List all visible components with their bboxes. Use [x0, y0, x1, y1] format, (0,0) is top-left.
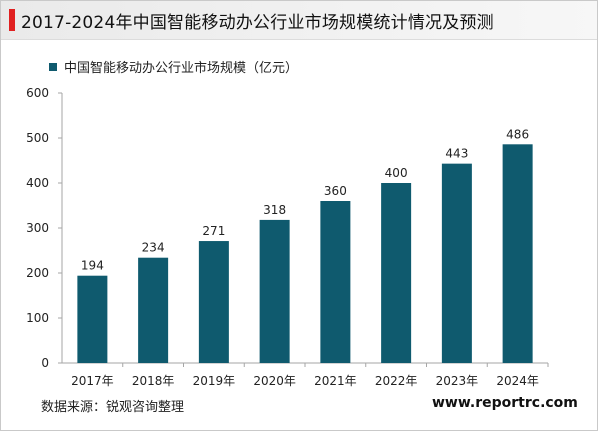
x-tick-label: 2024年 [496, 374, 539, 388]
y-tick-label: 0 [41, 356, 49, 370]
title-bar: 2017-2024年中国智能移动办公行业市场规模统计情况及预测 [1, 1, 597, 40]
bar-value-label: 271 [202, 224, 225, 238]
bar [441, 163, 472, 363]
y-tick-label: 400 [26, 176, 49, 190]
bar [198, 241, 229, 363]
y-tick-label: 500 [26, 131, 49, 145]
website-link[interactable]: www.reportrc.com [432, 395, 578, 411]
y-tick-label: 600 [26, 86, 49, 100]
x-tick-label: 2022年 [375, 374, 418, 388]
x-tick-label: 2020年 [253, 374, 296, 388]
bar-value-label: 400 [385, 166, 408, 180]
y-tick-label: 300 [26, 221, 49, 235]
bar [138, 257, 169, 363]
bar-value-label: 360 [324, 184, 347, 198]
x-tick-label: 2021年 [314, 374, 357, 388]
x-tick-label: 2023年 [436, 374, 479, 388]
x-tick-label: 2019年 [193, 374, 236, 388]
bar-value-label: 234 [142, 241, 165, 255]
bar [502, 144, 533, 363]
bar-value-label: 443 [445, 147, 468, 161]
bar [259, 219, 290, 363]
x-tick-label: 2017年 [71, 374, 114, 388]
legend-swatch [49, 62, 57, 71]
y-tick-label: 100 [26, 311, 49, 325]
x-tick-label: 2018年 [132, 374, 175, 388]
bar [77, 275, 108, 363]
bar-value-label: 486 [506, 127, 529, 141]
title-accent [9, 9, 15, 31]
bar-value-label: 194 [81, 259, 104, 273]
legend: 中国智能移动办公行业市场规模（亿元） [49, 57, 298, 76]
y-tick-label: 200 [26, 266, 49, 280]
bar [381, 183, 412, 363]
bar-value-label: 318 [263, 203, 286, 217]
legend-label: 中国智能移动办公行业市场规模（亿元） [64, 61, 299, 76]
bar [320, 201, 351, 363]
data-source: 数据来源：锐观咨询整理 [41, 400, 185, 415]
chart-title: 2017-2024年中国智能移动办公行业市场规模统计情况及预测 [21, 13, 494, 33]
